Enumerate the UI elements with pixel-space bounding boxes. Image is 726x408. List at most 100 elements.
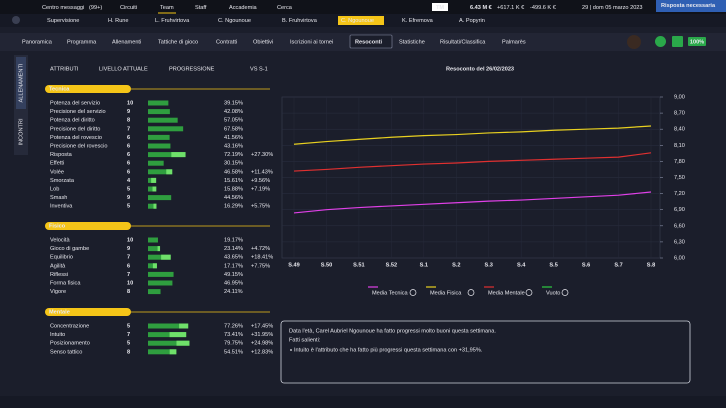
x-tick-label: S.49 (288, 262, 300, 268)
progress-bar (148, 195, 172, 201)
bullet (290, 349, 292, 351)
nav-item[interactable]: Cerca (277, 5, 293, 11)
player-tab[interactable]: B. Fruhvirtova (282, 18, 318, 24)
summary-item: Intuito è l'attributo che ha fatto più p… (294, 347, 483, 353)
logo-badge (432, 3, 448, 11)
delta-label: +27.30% (251, 152, 273, 158)
chart-title: Resoconto del 26/02/2023 (446, 66, 514, 72)
attribute-name: Gioco di gambe (50, 246, 89, 252)
attribute-name: Equilibrio (50, 255, 73, 261)
progress-delta (169, 332, 187, 338)
attribute-name: Forma fisica (50, 280, 81, 286)
legend-toggle[interactable] (467, 289, 475, 296)
nav-item[interactable]: Accademia (229, 5, 258, 11)
y-tick-label: 7,20 (674, 191, 685, 197)
nav-item[interactable]: Staff (195, 5, 207, 11)
player-tab[interactable]: Supervisione (47, 18, 79, 24)
menu-tab[interactable]: Resoconti (355, 39, 382, 45)
progress-label: 54.51% (224, 349, 243, 355)
menu-tab[interactable]: Panoramica (22, 39, 53, 45)
income: +617.1 K € (497, 5, 525, 11)
y-tick-label: 7,50 (674, 175, 685, 181)
section-pill (45, 222, 131, 230)
date: 29 | dom 05 marzo 2023 (582, 5, 643, 11)
alert-box[interactable] (656, 0, 726, 12)
progress-bar (148, 203, 157, 209)
player-tab-selected (338, 16, 384, 25)
attribute-name: Potenza del diritto (50, 118, 95, 124)
progress-label: 43.16% (224, 143, 243, 149)
delta-label: +5.75% (251, 204, 270, 210)
player-tab[interactable]: A. Popyrin (459, 18, 485, 24)
player-tab[interactable]: C. Ngounoue (218, 18, 251, 24)
help-icon[interactable] (12, 16, 20, 24)
progress-label: 72.19% (224, 152, 243, 158)
legend-label: Media Tecnica (372, 290, 409, 296)
x-tick-label: S.51 (353, 262, 365, 268)
player-tab[interactable]: L. Fruhvirtova (155, 18, 190, 24)
menu-tab[interactable]: Obiettivi (253, 39, 273, 45)
attribute-level: 6 (127, 135, 130, 141)
nav-item[interactable]: Circuiti (120, 5, 137, 11)
x-tick-label: S.50 (321, 262, 333, 268)
menu-tab[interactable]: Programma (67, 39, 97, 45)
attribute-level: 7 (127, 255, 130, 261)
legend-toggle[interactable] (409, 289, 417, 296)
menu-tab[interactable]: Iscrizioni ai tornei (290, 39, 333, 45)
progress-label: 43.65% (224, 255, 243, 261)
attribute-name: Posizionamento (50, 341, 90, 347)
player-tab[interactable]: K. Efremova (402, 18, 434, 24)
progress-label: 73.41% (224, 332, 243, 338)
menu-tab[interactable]: Tattiche di gioco (158, 39, 198, 45)
series-line (293, 191, 652, 214)
y-tick-label: 8,40 (674, 127, 685, 133)
player-tab[interactable]: C. Ngounoue (341, 18, 374, 24)
messages[interactable]: Centro messaggi (42, 5, 84, 11)
attribute-name: Potenza del servizio (50, 100, 100, 106)
section-pill (45, 85, 131, 93)
progress-label: 42.08% (224, 109, 243, 115)
attribute-name: Riflessi (50, 272, 68, 278)
menu-tab[interactable]: Risultati/Classifica (440, 39, 486, 45)
y-tick-label: 9,00 (674, 94, 685, 100)
menu-tab[interactable]: Palmarès (502, 39, 526, 45)
section-title: Fisico (49, 223, 66, 229)
attribute-level: 6 (127, 263, 130, 269)
menu-tab[interactable]: Contratti (216, 39, 237, 45)
progress-delta (176, 340, 190, 346)
y-tick-label: 6,30 (674, 239, 685, 245)
progress-bar (148, 169, 173, 175)
progress-label: 15.61% (224, 178, 243, 184)
x-tick-label: S.2 (452, 262, 460, 268)
attribute-name: Senso tattico (50, 349, 82, 355)
progress-bar (148, 289, 161, 295)
player-tab[interactable]: H. Rune (108, 18, 129, 24)
attribute-level: 9 (127, 109, 130, 115)
section-title: Tecnica (49, 86, 70, 92)
menu-tab[interactable]: Allenamenti (112, 39, 141, 45)
progress-bar (148, 100, 169, 106)
attribute-name: Precisione del diritto (50, 126, 100, 132)
legend-toggle[interactable] (525, 289, 533, 296)
column-header: ATTRIBUTI (50, 66, 79, 72)
menu-tab[interactable]: Statistiche (399, 39, 425, 45)
progress-bar (148, 117, 178, 123)
progress-label: 15.88% (224, 186, 243, 192)
summary-heading: Fatti salienti: (289, 337, 321, 343)
alert[interactable]: Risposta necessaria (661, 3, 716, 9)
nav-item[interactable]: Team (160, 5, 174, 11)
balance: 6.43 M € (470, 5, 493, 11)
progress-bar (148, 152, 186, 158)
legend-toggle[interactable] (561, 289, 569, 296)
progress-delta (152, 263, 157, 269)
attribute-name: Lob (50, 186, 59, 192)
x-tick-label: S.7 (614, 262, 622, 268)
series-line (293, 125, 652, 145)
x-tick-label: S.52 (386, 262, 398, 268)
side-tab[interactable]: ALLENAMENTI (18, 63, 24, 102)
progress-bar (148, 280, 173, 286)
side-tab[interactable]: INCONTRI (18, 118, 24, 145)
progress-bar (148, 254, 171, 260)
menu-tab-selected (349, 34, 393, 49)
attribute-level: 5 (127, 323, 130, 329)
